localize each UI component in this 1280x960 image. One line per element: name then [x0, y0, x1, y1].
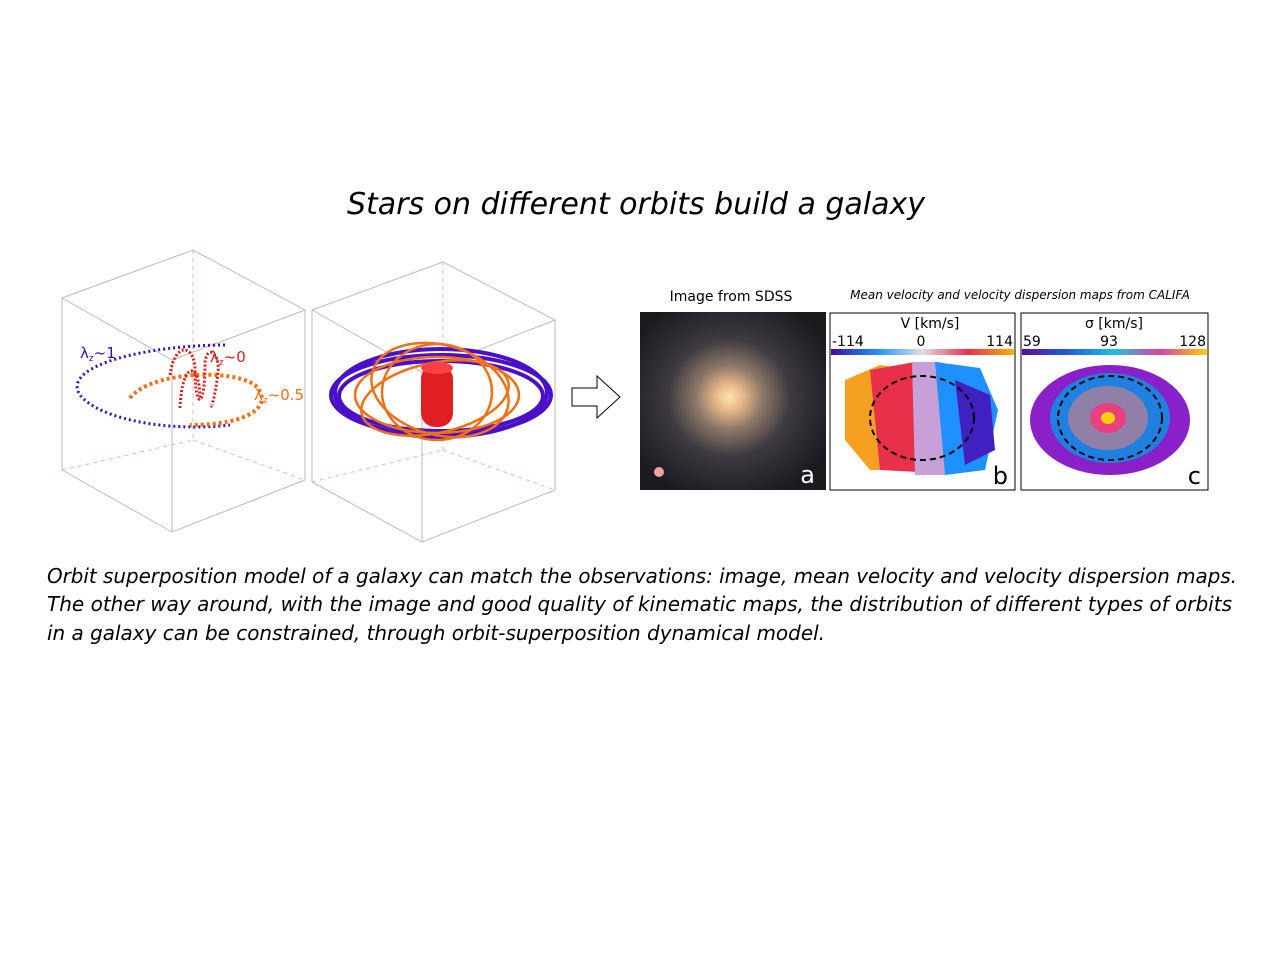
subscript: z [263, 396, 268, 406]
effective-radius [1057, 375, 1163, 461]
colorbar [1022, 349, 1207, 355]
symbol: λ [254, 386, 263, 404]
subscript: z [89, 354, 94, 364]
orbit-label: λz~1 [80, 344, 116, 364]
colorbar-tick: 59 [1023, 334, 1041, 350]
suffix: ~1 [94, 344, 116, 362]
panel-letter: c [1188, 462, 1201, 490]
colorbar-tick: -114 [832, 334, 864, 350]
colorbar [831, 349, 1014, 355]
symbol: λ [210, 348, 219, 366]
suffix: ~0.5 [268, 386, 304, 404]
caption-line: The other way around, with the image and… [47, 592, 1232, 616]
orbit-label: λz~0.5 [254, 386, 304, 406]
symbol: λ [80, 344, 89, 362]
arrow [571, 374, 621, 420]
colorbar-tick: 0 [917, 334, 926, 350]
suffix: ~0 [224, 348, 246, 366]
effective-radius [869, 375, 975, 461]
dispersion-map [1030, 365, 1190, 475]
title: Stars on different orbits build a galaxy [347, 187, 926, 222]
orbit [421, 362, 453, 427]
cube [61, 249, 307, 533]
galaxy-image [640, 312, 826, 490]
colorbar-tick: 93 [1100, 334, 1118, 350]
map-label: σ [km/s] [1085, 316, 1143, 332]
star [654, 467, 664, 477]
colorbar-tick: 114 [986, 334, 1013, 350]
panel-title: Image from SDSS [670, 289, 793, 305]
caption-line: Orbit superposition model of a galaxy ca… [47, 564, 1237, 588]
caption: Orbit superposition model of a galaxy ca… [47, 564, 1237, 645]
orbit [75, 343, 231, 429]
map-label: V [km/s] [901, 316, 960, 332]
colorbar-tick: 128 [1179, 334, 1206, 350]
panel-title: Mean velocity and velocity dispersion ma… [850, 288, 1190, 302]
subscript: z [219, 358, 224, 368]
panel-letter: a [800, 461, 815, 489]
orbit [128, 372, 264, 427]
velocity-map [845, 362, 998, 475]
panel-letter: b [993, 462, 1008, 490]
orbit-label: λz~0 [210, 348, 246, 368]
caption-line: in a galaxy can be constrained, through … [47, 621, 825, 645]
orbit [168, 348, 220, 409]
